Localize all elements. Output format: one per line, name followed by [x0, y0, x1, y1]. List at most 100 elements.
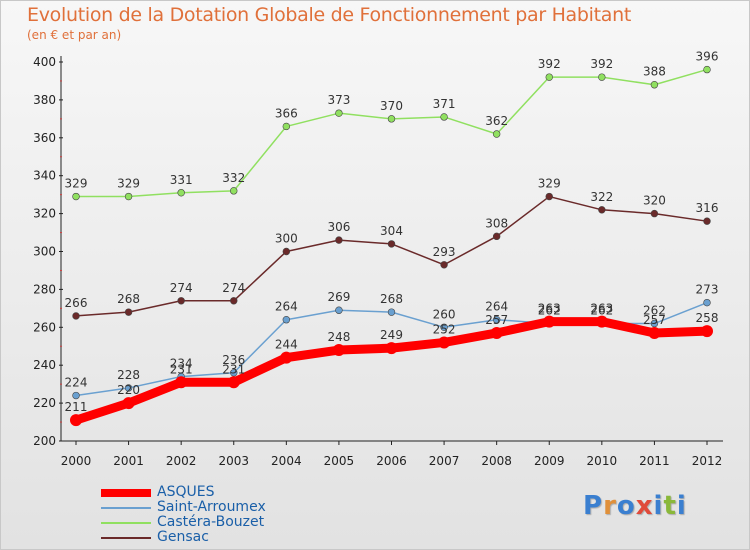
data-point [490, 326, 503, 339]
data-label: 308 [485, 216, 508, 230]
data-label: 274 [222, 281, 245, 295]
data-label: 273 [696, 283, 719, 297]
data-label: 231 [222, 362, 245, 376]
proxiti-logo: Proxiti [583, 491, 687, 521]
data-label: 293 [433, 245, 456, 259]
data-point [492, 130, 501, 138]
data-point [595, 315, 608, 328]
data-label: 322 [590, 190, 613, 204]
data-point [545, 192, 553, 201]
data-label: 388 [643, 65, 666, 79]
data-point [650, 319, 659, 328]
data-label: 263 [538, 302, 561, 316]
data-point [72, 391, 80, 400]
data-point [598, 206, 606, 214]
data-point [124, 384, 133, 392]
y-tick-label: 280 [33, 282, 56, 296]
data-point [440, 113, 448, 121]
legend-swatch [101, 489, 151, 497]
data-label: 371 [433, 97, 456, 111]
y-tick-label: 360 [33, 131, 56, 145]
data-label: 249 [380, 328, 403, 342]
data-point [122, 397, 135, 410]
data-point [387, 115, 396, 123]
y-tick-label: 300 [33, 245, 56, 259]
legend-swatch [101, 522, 151, 524]
legend-swatch [101, 507, 151, 509]
data-label: 362 [485, 114, 508, 128]
data-point [648, 326, 661, 339]
data-point [492, 316, 501, 324]
legend-label: Gensac [157, 529, 209, 545]
x-tick-label: 2001 [113, 454, 144, 468]
data-label: 331 [170, 173, 193, 187]
data-label: 262 [590, 304, 613, 318]
data-point [438, 336, 451, 349]
data-point [387, 240, 396, 248]
data-label: 228 [117, 368, 140, 382]
data-label: 262 [538, 304, 561, 318]
data-label: 257 [643, 313, 666, 327]
data-label: 252 [433, 322, 456, 336]
data-point [387, 308, 396, 316]
data-point [703, 298, 711, 307]
legend-label: Saint-Arroumex [157, 499, 266, 515]
data-label: 300 [275, 232, 298, 246]
data-label: 306 [327, 220, 350, 234]
data-point [598, 73, 606, 81]
y-tick-label: 340 [33, 169, 56, 183]
x-tick-label: 2007 [429, 454, 460, 468]
data-point [385, 342, 398, 355]
data-label: 236 [222, 353, 245, 367]
data-label: 366 [275, 106, 298, 120]
x-tick-label: 2004 [271, 454, 302, 468]
y-tick-label: 380 [33, 93, 56, 107]
data-point [282, 122, 291, 131]
data-label: 257 [485, 313, 508, 327]
data-label: 396 [696, 50, 719, 64]
data-label: 392 [590, 57, 613, 71]
x-tick-label: 2008 [481, 454, 512, 468]
data-point [177, 189, 185, 197]
data-label: 263 [590, 302, 613, 316]
data-point [124, 308, 133, 316]
x-tick-label: 2006 [376, 454, 407, 468]
y-tick-label: 260 [33, 320, 56, 334]
data-point [70, 414, 82, 427]
y-tick-label: 200 [33, 434, 56, 448]
data-label: 329 [117, 177, 140, 191]
data-label: 304 [380, 224, 403, 238]
chart-subtitle: (en € et par an) [27, 28, 122, 42]
x-tick-label: 2012 [692, 454, 723, 468]
data-label: 248 [327, 330, 350, 344]
data-label: 220 [117, 383, 140, 397]
data-point [227, 376, 240, 389]
data-label: 244 [275, 338, 298, 352]
legend-label: Castéra-Bouzet [157, 514, 265, 530]
data-point [124, 192, 133, 201]
data-label: 329 [65, 177, 88, 191]
data-point [650, 81, 659, 89]
legend-swatch [101, 537, 151, 539]
y-tick-label: 240 [33, 358, 56, 372]
data-label: 274 [170, 281, 193, 295]
x-tick-label: 2003 [218, 454, 249, 468]
data-point [335, 109, 343, 117]
data-label: 264 [275, 300, 298, 314]
data-point [72, 192, 80, 201]
data-label: 234 [170, 357, 193, 371]
data-point [332, 344, 345, 357]
data-label: 268 [380, 292, 403, 306]
data-label: 268 [117, 292, 140, 306]
y-tick-label: 400 [33, 55, 56, 69]
data-point [282, 316, 291, 324]
data-point [230, 187, 238, 195]
x-tick-label: 2000 [61, 454, 92, 468]
data-point [175, 376, 188, 389]
data-label: 260 [433, 307, 456, 321]
x-tick-label: 2005 [324, 454, 355, 468]
data-label: 264 [485, 300, 508, 314]
data-label: 320 [643, 194, 666, 208]
data-label: 370 [380, 99, 403, 113]
